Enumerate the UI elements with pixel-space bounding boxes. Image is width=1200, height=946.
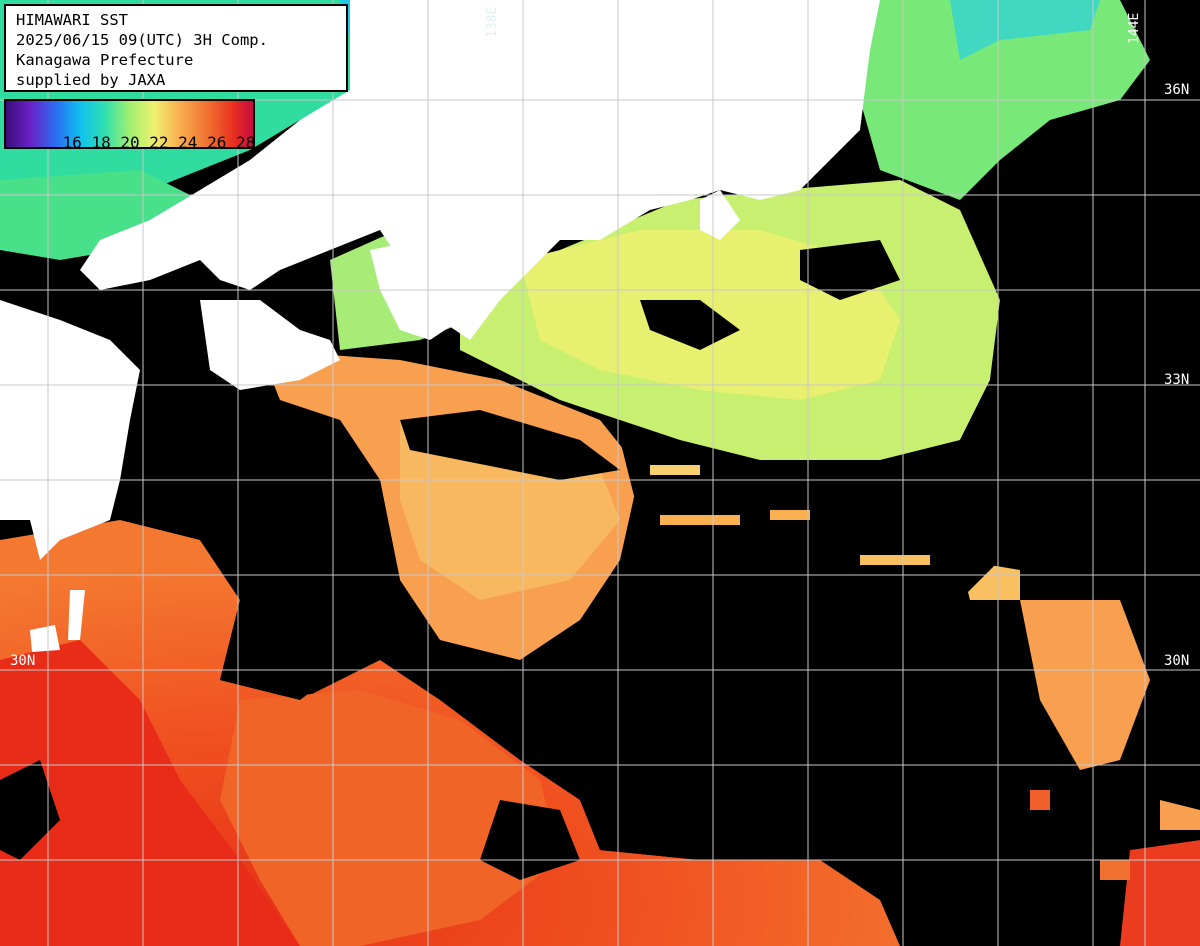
color-scale-ticks: 16 18 20 22 24 26 28 [24,114,256,171]
title-line-3: Kanagawa Prefecture [16,51,194,69]
scale-tick-22: 22 [149,133,169,152]
warm-streak-3 [860,555,930,565]
warm-streak-1 [660,515,740,525]
sea-south-mid [220,690,560,946]
scale-tick-28: 28 [235,133,256,152]
sea-southwest-red [0,640,300,946]
warm-streak-2 [770,510,810,520]
land-island-small [470,150,500,185]
land-shikoku [200,300,340,390]
scale-tick-18: 18 [91,133,111,152]
lat-label-33n-right: 33N [1164,372,1190,388]
title-line-1: HIMAWARI SST [16,11,128,29]
lat-label-30n-left: 30N [10,653,36,669]
title-line-4: supplied by JAXA [16,71,166,89]
color-scale-legend: 16 18 20 22 24 26 28 [4,99,255,152]
scale-tick-20: 20 [120,133,140,152]
lat-label-33-left: 33 [12,372,29,388]
cloud-block-3 [140,400,400,700]
sea-north-green-left [0,170,200,260]
land-tanegashima [68,590,85,640]
warm-streak-6 [1030,790,1050,810]
lat-label-30n-right: 30N [1164,653,1190,669]
warm-streak-5 [1100,860,1130,880]
cloud-streak-1 [400,410,620,480]
land-island-small-2 [0,395,35,450]
cloud-streak-2 [640,300,740,350]
title-box: HIMAWARI SST 2025/06/15 09(UTC) 3H Comp.… [4,4,348,92]
lat-label-36n-right: 36N [1164,82,1190,98]
scale-tick-16: 16 [62,133,82,152]
warm-streak-7 [1160,800,1200,830]
cloud-block-1 [960,100,1200,560]
scale-tick-26: 26 [207,133,227,152]
land-yakushima [30,625,60,652]
lon-label-138e: 138E [485,6,500,38]
land-kyushu [0,300,140,560]
cloud-block-5 [0,760,60,860]
land-izu [700,190,740,240]
warm-streak-4 [650,465,700,475]
sea-southeast-red [1120,840,1200,946]
lon-label-144e: 144E [1127,12,1142,44]
sea-east-orange [1020,600,1150,770]
sea-northeast-cyan [950,0,1100,60]
title-line-2: 2025/06/15 09(UTC) 3H Comp. [16,31,268,49]
cloud-streak-3 [800,240,900,300]
scale-tick-24: 24 [178,133,198,152]
